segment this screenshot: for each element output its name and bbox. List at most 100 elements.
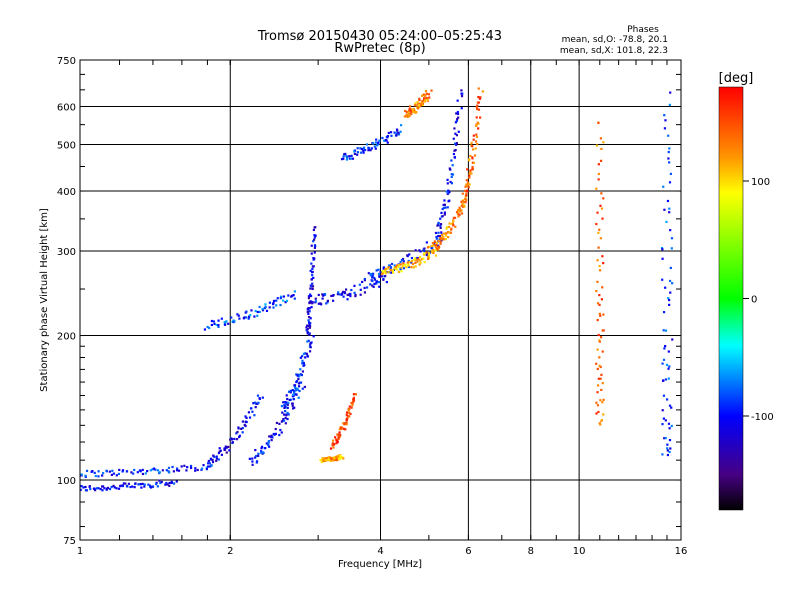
data-point (371, 279, 374, 283)
data-point (319, 459, 322, 462)
data-point (89, 487, 92, 491)
data-point (669, 291, 672, 294)
data-point (471, 165, 474, 169)
data-point (667, 157, 670, 160)
data-point (426, 246, 430, 249)
data-point (599, 365, 602, 369)
data-point (271, 302, 275, 306)
data-point (664, 436, 667, 440)
data-point (284, 403, 287, 406)
data-point (451, 173, 455, 176)
data-point (230, 438, 234, 441)
data-point (456, 112, 460, 116)
data-point (466, 168, 469, 171)
data-point (369, 272, 372, 276)
data-point (403, 109, 407, 113)
data-point (456, 118, 459, 121)
data-point (435, 237, 438, 240)
data-point (445, 232, 448, 235)
data-point (394, 265, 398, 268)
data-point (251, 460, 254, 463)
data-point (405, 113, 408, 116)
data-point (283, 405, 287, 408)
data-point (332, 293, 335, 297)
data-point (341, 427, 344, 430)
data-point (267, 440, 270, 443)
data-point (93, 487, 96, 490)
y-tick-labels: 75 100 200 300 400 500 600 750 (57, 56, 76, 547)
data-point (407, 259, 410, 263)
data-point (270, 434, 273, 437)
data-point (294, 393, 297, 396)
data-point (155, 483, 158, 486)
data-point (194, 469, 197, 472)
data-point (662, 329, 665, 332)
data-point (255, 461, 258, 464)
data-point (666, 443, 669, 446)
data-point (665, 363, 669, 367)
data-point (312, 276, 315, 279)
data-point (343, 153, 346, 156)
data-point (244, 424, 247, 428)
data-point (353, 150, 356, 153)
data-point (669, 229, 672, 232)
data-point (311, 287, 314, 291)
data-point (375, 282, 378, 285)
data-point (461, 202, 464, 205)
data-point (667, 350, 670, 353)
data-point (442, 203, 445, 207)
data-point (122, 482, 126, 485)
data-point (422, 99, 425, 102)
data-point (441, 215, 444, 218)
data-point (206, 325, 209, 329)
data-point (437, 239, 440, 243)
data-point (452, 220, 455, 223)
data-point (599, 423, 602, 426)
data-point (418, 97, 421, 100)
data-point (453, 127, 456, 130)
data-point (423, 94, 426, 97)
data-point (386, 136, 389, 139)
y-tick-label: 400 (57, 187, 76, 198)
data-point (310, 278, 313, 281)
data-point (336, 456, 339, 459)
data-point (666, 447, 669, 450)
data-point (461, 192, 464, 195)
data-point (602, 398, 605, 401)
data-point (363, 291, 367, 294)
data-point (362, 146, 366, 149)
data-point (664, 119, 667, 122)
data-point (215, 459, 218, 463)
data-point (270, 436, 273, 439)
data-point (456, 110, 459, 114)
data-point (268, 435, 271, 438)
data-point (346, 417, 349, 420)
x-tick-label: 4 (377, 546, 383, 557)
data-point (389, 269, 393, 272)
data-point (367, 149, 370, 152)
data-point (664, 345, 667, 348)
data-point (360, 147, 364, 151)
data-point (335, 439, 338, 442)
data-point (144, 472, 147, 475)
data-point (469, 169, 472, 172)
data-point (309, 293, 312, 296)
data-point (410, 256, 414, 260)
data-point (446, 206, 449, 209)
data-point (661, 423, 664, 426)
data-point (309, 269, 312, 272)
data-point (223, 448, 226, 451)
data-point (595, 289, 598, 293)
data-point (668, 103, 671, 106)
data-point (439, 224, 442, 228)
data-point (272, 299, 276, 303)
data-point (477, 87, 480, 90)
data-point (404, 263, 407, 266)
data-point (670, 237, 674, 240)
data-point (595, 222, 598, 226)
data-point (211, 460, 215, 464)
data-point (103, 487, 106, 490)
data-point (314, 245, 317, 248)
data-point (337, 437, 340, 441)
data-point (396, 268, 399, 271)
